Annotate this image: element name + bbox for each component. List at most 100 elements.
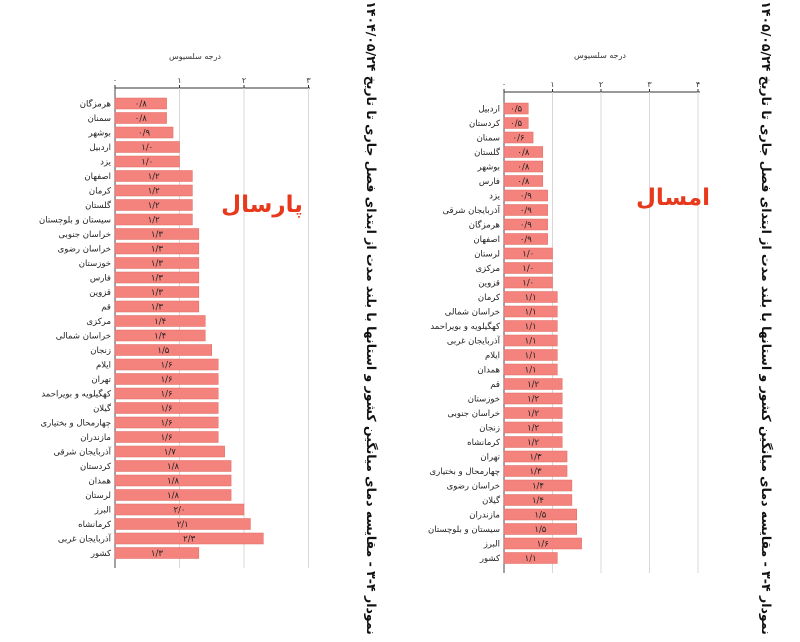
- chart1-data-label: ۱/۲: [527, 409, 539, 419]
- chart1-bar: [503, 378, 563, 390]
- chart1-data-label: ۱/۱: [525, 322, 537, 332]
- chart1-data-label: ۱/۲: [527, 424, 539, 434]
- chart1-category-label: بوشهر: [477, 163, 501, 173]
- chart2-bar: [114, 271, 200, 284]
- chart2-data-label: ۱/۶: [161, 361, 173, 371]
- chart2-category-label: اصفهان: [84, 172, 111, 182]
- chart2-data-label: ۱/۸: [167, 477, 179, 487]
- chart1-data-label: ۱/۱: [525, 337, 537, 347]
- chart1-category-label: قزوین: [478, 279, 500, 289]
- chart2-bar: [114, 329, 206, 342]
- chart1-category-label: همدان: [478, 366, 500, 376]
- chart1-category-label: هرمزگان: [469, 220, 500, 231]
- chart1-bar: [503, 407, 563, 419]
- chart1-data-label: ۱/۳: [530, 467, 542, 477]
- chart2-bar: [114, 112, 167, 124]
- chart2-data-label: ۱/۶: [161, 433, 173, 443]
- chart1-category-label: کشور: [479, 554, 501, 564]
- chart1-data-label: ۰/۸: [517, 163, 529, 173]
- chart1-data-label: ۱/۱: [525, 351, 537, 361]
- chart1-data-label: ۱/۲: [527, 438, 539, 448]
- chart2-category-label: کرمانشاه: [78, 520, 112, 530]
- chart2-category-label: اردبیل: [89, 143, 111, 153]
- chart1-tick-label: ۰: [502, 80, 506, 89]
- chart2-bar: [114, 387, 219, 400]
- chart2-data-label: ۱/۳: [151, 274, 163, 284]
- chart2-category-label: کردستان: [80, 462, 112, 472]
- chart1-category-label: سمنان: [477, 134, 500, 144]
- chart1-bar: [503, 305, 558, 318]
- chart1-category-label: زنجان: [479, 424, 500, 434]
- chart1-category-label: چهارمحال و بختیاری: [429, 467, 500, 477]
- chart1-data-label: ۱/۰: [522, 250, 534, 260]
- chart1-data-label: ۱/۰: [522, 279, 534, 289]
- chart2-category-label: آذربایجان غربی: [58, 533, 112, 545]
- chart1-data-label: ۱/۳: [530, 453, 542, 463]
- chart2-bar: [114, 286, 200, 298]
- chart1-bar: [503, 552, 558, 564]
- chart2-data-label: ۲/۱: [177, 520, 189, 530]
- chart1-bar: [503, 218, 548, 231]
- chart1-bar: [503, 276, 553, 289]
- chart2-bar: [114, 460, 232, 472]
- chart1-bar: [503, 450, 568, 463]
- chart2-bar: [114, 300, 200, 313]
- chart1-data-label: ۰/۵: [510, 105, 522, 115]
- chart1-data-label: ۰/۸: [517, 148, 529, 158]
- chart2-data-label: ۱/۴: [154, 332, 166, 342]
- chart1-category-label: ایلام: [485, 351, 500, 361]
- chart1-data-label: ۰/۵: [510, 119, 522, 129]
- chart2-bar: [114, 445, 225, 458]
- chart2-data-label: ۱/۷: [164, 448, 176, 458]
- chart1-bar: [503, 334, 558, 347]
- chart1-bar: [503, 523, 577, 535]
- chart1-data-label: ۱/۶: [537, 540, 549, 550]
- chart1-category-label: سیستان و بلوچستان: [428, 525, 500, 535]
- chart1-tick-label: ۴: [696, 80, 700, 89]
- chart2-bar: [114, 532, 264, 545]
- chart2-category-label: یزد: [100, 158, 111, 168]
- chart2-data-label: ۱/۸: [167, 462, 179, 472]
- chart2-bar: [114, 97, 167, 110]
- chart2-category-label: گیلان: [93, 403, 112, 414]
- chart1-data-label: ۰/۹: [520, 235, 532, 245]
- chart1-bar: [503, 131, 534, 144]
- chart2-data-label: ۱/۳: [151, 259, 163, 269]
- chart1-tick-label: ۱: [550, 80, 554, 89]
- chart2-bar: [114, 518, 251, 530]
- chart1-tick-label: ۲: [599, 80, 603, 89]
- chart1-bar: [503, 479, 573, 492]
- chart2-bar: [114, 547, 200, 559]
- chart2-category-label: گلستان: [85, 200, 112, 211]
- chart2-bar: [114, 213, 193, 226]
- chart2-tick-label: ۰: [113, 76, 117, 85]
- chart2-year-tag: پارسال: [221, 192, 303, 218]
- chart1-bar: [503, 175, 544, 187]
- chart2-bar: [114, 402, 219, 414]
- chart1-category-label: تهران: [480, 453, 500, 463]
- chart2-category-label: قزوین: [89, 288, 111, 298]
- chart1-year-tag: امسال: [636, 185, 710, 211]
- chart1-bar: [503, 262, 553, 274]
- chart1-bar: [503, 320, 558, 332]
- chart1-bar: [503, 465, 568, 477]
- chart1-bar: [503, 117, 529, 129]
- chart2-bar: [114, 257, 200, 269]
- chart1-bar: [503, 160, 544, 173]
- chart1-category-label: اصفهان: [473, 235, 500, 245]
- chart2-bar: [114, 373, 219, 385]
- chart2-tick-label: ۱: [177, 76, 181, 85]
- chart2-data-label: ۲/۰: [174, 506, 186, 516]
- chart1-category-label: خوزستان: [468, 395, 500, 405]
- chart2-data-label: ۱/۸: [167, 491, 179, 501]
- chart2-category-label: کرمان: [89, 187, 112, 197]
- chart1-category-label: خراسان رضوی: [447, 482, 500, 492]
- chart1-category-label: آذربایجان غربی: [447, 335, 501, 347]
- chart1-bar: [503, 421, 563, 434]
- chart1-category-label: اردبیل: [478, 105, 500, 115]
- chart2-category-label: خراسان جنوبی: [58, 230, 111, 240]
- chart1-category-label: فارس: [479, 177, 500, 187]
- chart1-data-label: ۱/۰: [522, 264, 534, 274]
- chart2-category-label: سیستان و بلوچستان: [39, 216, 111, 226]
